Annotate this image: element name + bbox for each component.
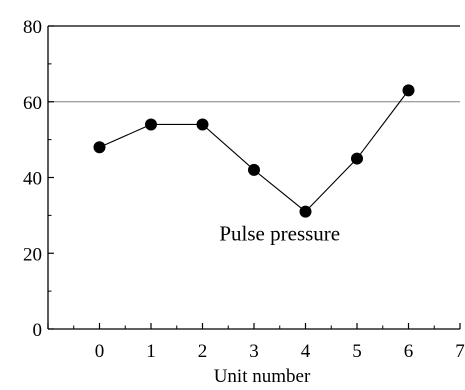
y-tick-label-60: 60 xyxy=(23,93,42,114)
x-tick-label-1: 1 xyxy=(146,341,156,362)
series-line-0 xyxy=(99,90,409,213)
plot-frame-layer xyxy=(47,25,460,330)
series-layer xyxy=(93,84,415,218)
data-point-0 xyxy=(93,141,106,154)
data-point-2 xyxy=(196,118,209,131)
tick-labels-layer: 0 20 40 60 80 0 1 2 3 4 5 6 7 xyxy=(23,17,465,362)
x-tick-label-2: 2 xyxy=(198,341,208,362)
x-tick-label-5: 5 xyxy=(352,341,362,362)
x-tick-label-3: 3 xyxy=(249,341,259,362)
y-tick-label-20: 20 xyxy=(23,244,42,265)
y-tick-label-40: 40 xyxy=(23,169,42,190)
tick-marks-layer xyxy=(47,25,461,330)
data-point-1 xyxy=(145,118,157,131)
y-tick-label-0: 0 xyxy=(33,320,43,341)
x-axis-label: Unit number xyxy=(214,366,311,385)
annotation-layer: Pulse pressure xyxy=(219,221,340,245)
x-tick-label-6: 6 xyxy=(404,341,414,362)
data-point-6 xyxy=(402,84,415,97)
annotation-label: Pulse pressure xyxy=(219,221,340,245)
data-point-5 xyxy=(351,152,363,165)
y-tick-label-80: 80 xyxy=(23,17,42,38)
x-tick-label-4: 4 xyxy=(301,341,311,362)
x-tick-label-7: 7 xyxy=(455,341,465,362)
x-tick-label-0: 0 xyxy=(95,341,105,362)
data-point-4 xyxy=(299,205,312,218)
data-point-3 xyxy=(248,163,260,176)
